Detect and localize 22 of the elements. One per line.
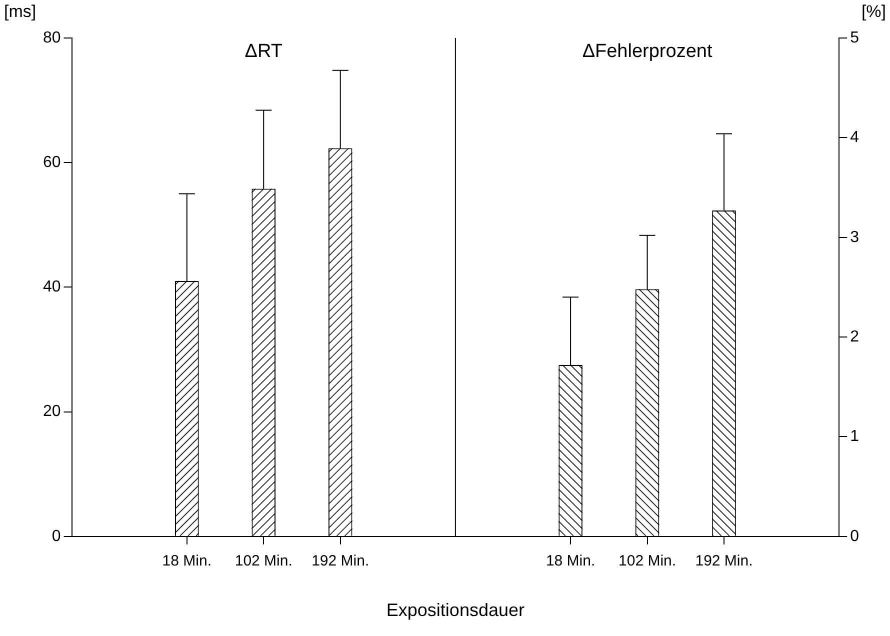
y-tick-label: 40	[43, 278, 61, 296]
y2-tick-label: 1	[850, 428, 860, 446]
x-tick-label: 102 Min.	[234, 552, 292, 570]
y-tick-label: 20	[43, 403, 61, 420]
y2-tick-label: 5	[850, 29, 860, 46]
y-tick-label: 60	[43, 154, 61, 172]
y2-axis-title: [%]	[861, 2, 886, 22]
x-tick-label: 192 Min.	[695, 552, 753, 570]
y2-tick-label: 0	[850, 528, 860, 545]
x-tick-label: 18 Min.	[546, 552, 596, 570]
annotation: ΔFehlerprozent	[582, 41, 713, 62]
y2-tick-label: 3	[850, 228, 860, 246]
y-tick-label: 0	[52, 528, 61, 545]
y-tick-label: 80	[43, 29, 61, 46]
x-tick-label: 102 Min.	[618, 552, 676, 570]
annotation: ΔRT	[244, 41, 283, 62]
x-tick-label: 192 Min.	[312, 552, 370, 570]
x-axis-title: Expositionsdauer	[386, 600, 524, 620]
x-tick-label: 18 Min.	[162, 552, 212, 570]
y2-tick-label: 4	[850, 129, 860, 146]
y-axis-title: [ms]	[4, 2, 36, 22]
y2-tick-label: 2	[850, 328, 860, 346]
